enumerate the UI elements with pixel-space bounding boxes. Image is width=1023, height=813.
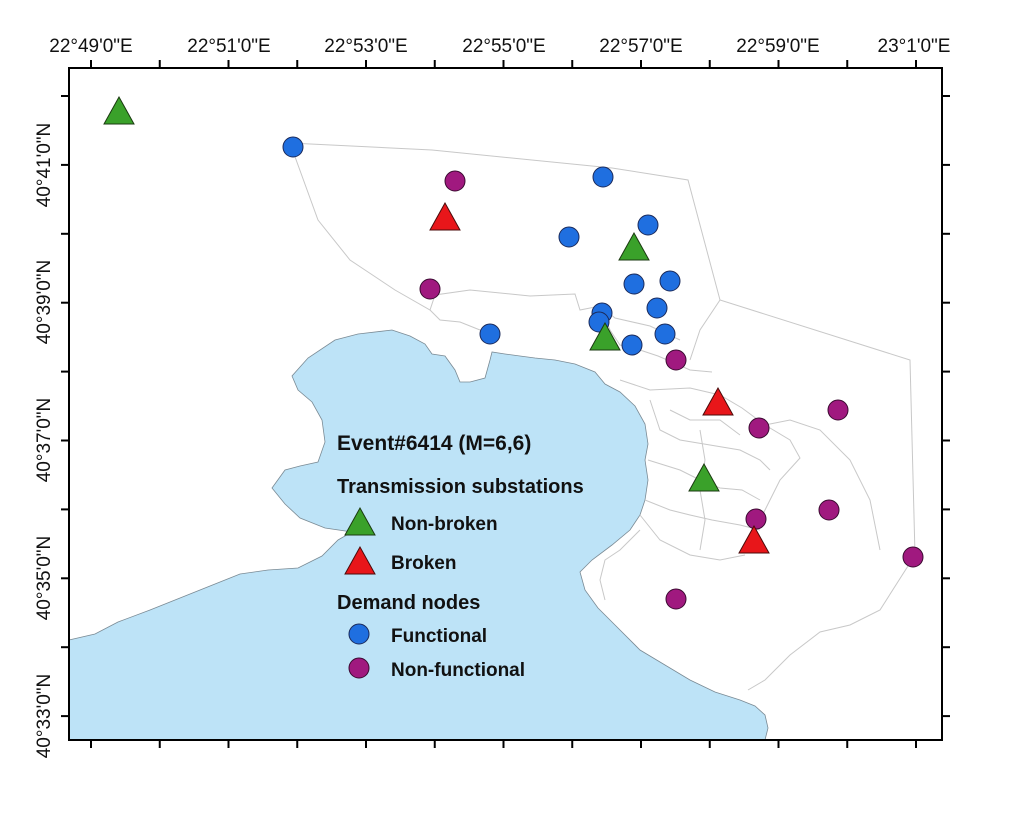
longitude-label: 22°57'0"E	[599, 36, 682, 57]
non-functional-node	[902, 546, 924, 568]
map-frame	[68, 67, 943, 741]
legend-demand-heading: Demand nodes	[337, 592, 480, 614]
non-functional-demand-nodes	[419, 170, 924, 610]
longitude-label: 22°53'0"E	[324, 36, 407, 57]
non-broken-substation	[688, 462, 720, 492]
functional-node	[623, 273, 645, 295]
functional-node	[659, 270, 681, 292]
latitude-label: 40°33'0"N	[34, 674, 55, 759]
broken-substation	[429, 201, 461, 231]
longitude-label: 22°55'0"E	[462, 36, 545, 57]
functional-node	[592, 166, 614, 188]
functional-node	[637, 214, 659, 236]
functional-node	[479, 323, 501, 345]
functional-node	[558, 226, 580, 248]
longitude-label: 23°1'0"E	[878, 36, 951, 57]
legend-functional-symbol	[348, 623, 370, 645]
latitude-labels: 40°41'0"N 40°39'0"N 40°37'0"N 40°35'0"N …	[34, 123, 55, 759]
non-broken-substation	[618, 231, 650, 261]
non-broken-substations	[103, 95, 720, 492]
functional-node	[282, 136, 304, 158]
graticule-ticks	[61, 60, 950, 748]
non-broken-substation	[103, 95, 135, 125]
functional-node	[646, 297, 668, 319]
legend-broken-symbol	[344, 545, 376, 575]
latitude-label: 40°37'0"N	[34, 398, 55, 483]
non-functional-node	[745, 508, 767, 530]
latitude-label: 40°39'0"N	[34, 260, 55, 345]
longitude-label: 22°51'0"E	[187, 36, 270, 57]
non-functional-node	[444, 170, 466, 192]
latitude-label: 40°35'0"N	[34, 536, 55, 621]
legend-non-broken-label: Non-broken	[391, 514, 498, 535]
longitude-labels: 22°49'0"E 22°51'0"E 22°53'0"E 22°55'0"E …	[49, 36, 950, 57]
sea-area	[68, 329, 769, 741]
non-functional-node	[748, 417, 770, 439]
longitude-label: 22°59'0"E	[736, 36, 819, 57]
non-functional-node	[419, 278, 441, 300]
longitude-label: 22°49'0"E	[49, 36, 132, 57]
latitude-label: 40°41'0"N	[34, 123, 55, 208]
functional-node	[654, 323, 676, 345]
legend-substations-heading: Transmission substations	[337, 476, 584, 498]
broken-substations	[429, 201, 770, 554]
legend-non-functional-symbol	[348, 657, 370, 679]
non-functional-node	[665, 349, 687, 371]
legend: Event#6414 (M=6,6) Transmission substati…	[337, 432, 584, 681]
legend-functional-label: Functional	[391, 626, 487, 647]
legend-non-broken-symbol	[344, 506, 376, 536]
legend-title: Event#6414 (M=6,6)	[337, 432, 531, 455]
non-functional-node	[827, 399, 849, 421]
legend-non-functional-label: Non-functional	[391, 660, 525, 681]
broken-substation	[738, 524, 770, 554]
legend-broken-label: Broken	[391, 553, 456, 574]
non-functional-node	[665, 588, 687, 610]
broken-substation	[702, 386, 734, 416]
non-broken-substation	[589, 321, 621, 351]
non-functional-node	[818, 499, 840, 521]
functional-node	[621, 334, 643, 356]
functional-demand-nodes	[282, 136, 681, 356]
